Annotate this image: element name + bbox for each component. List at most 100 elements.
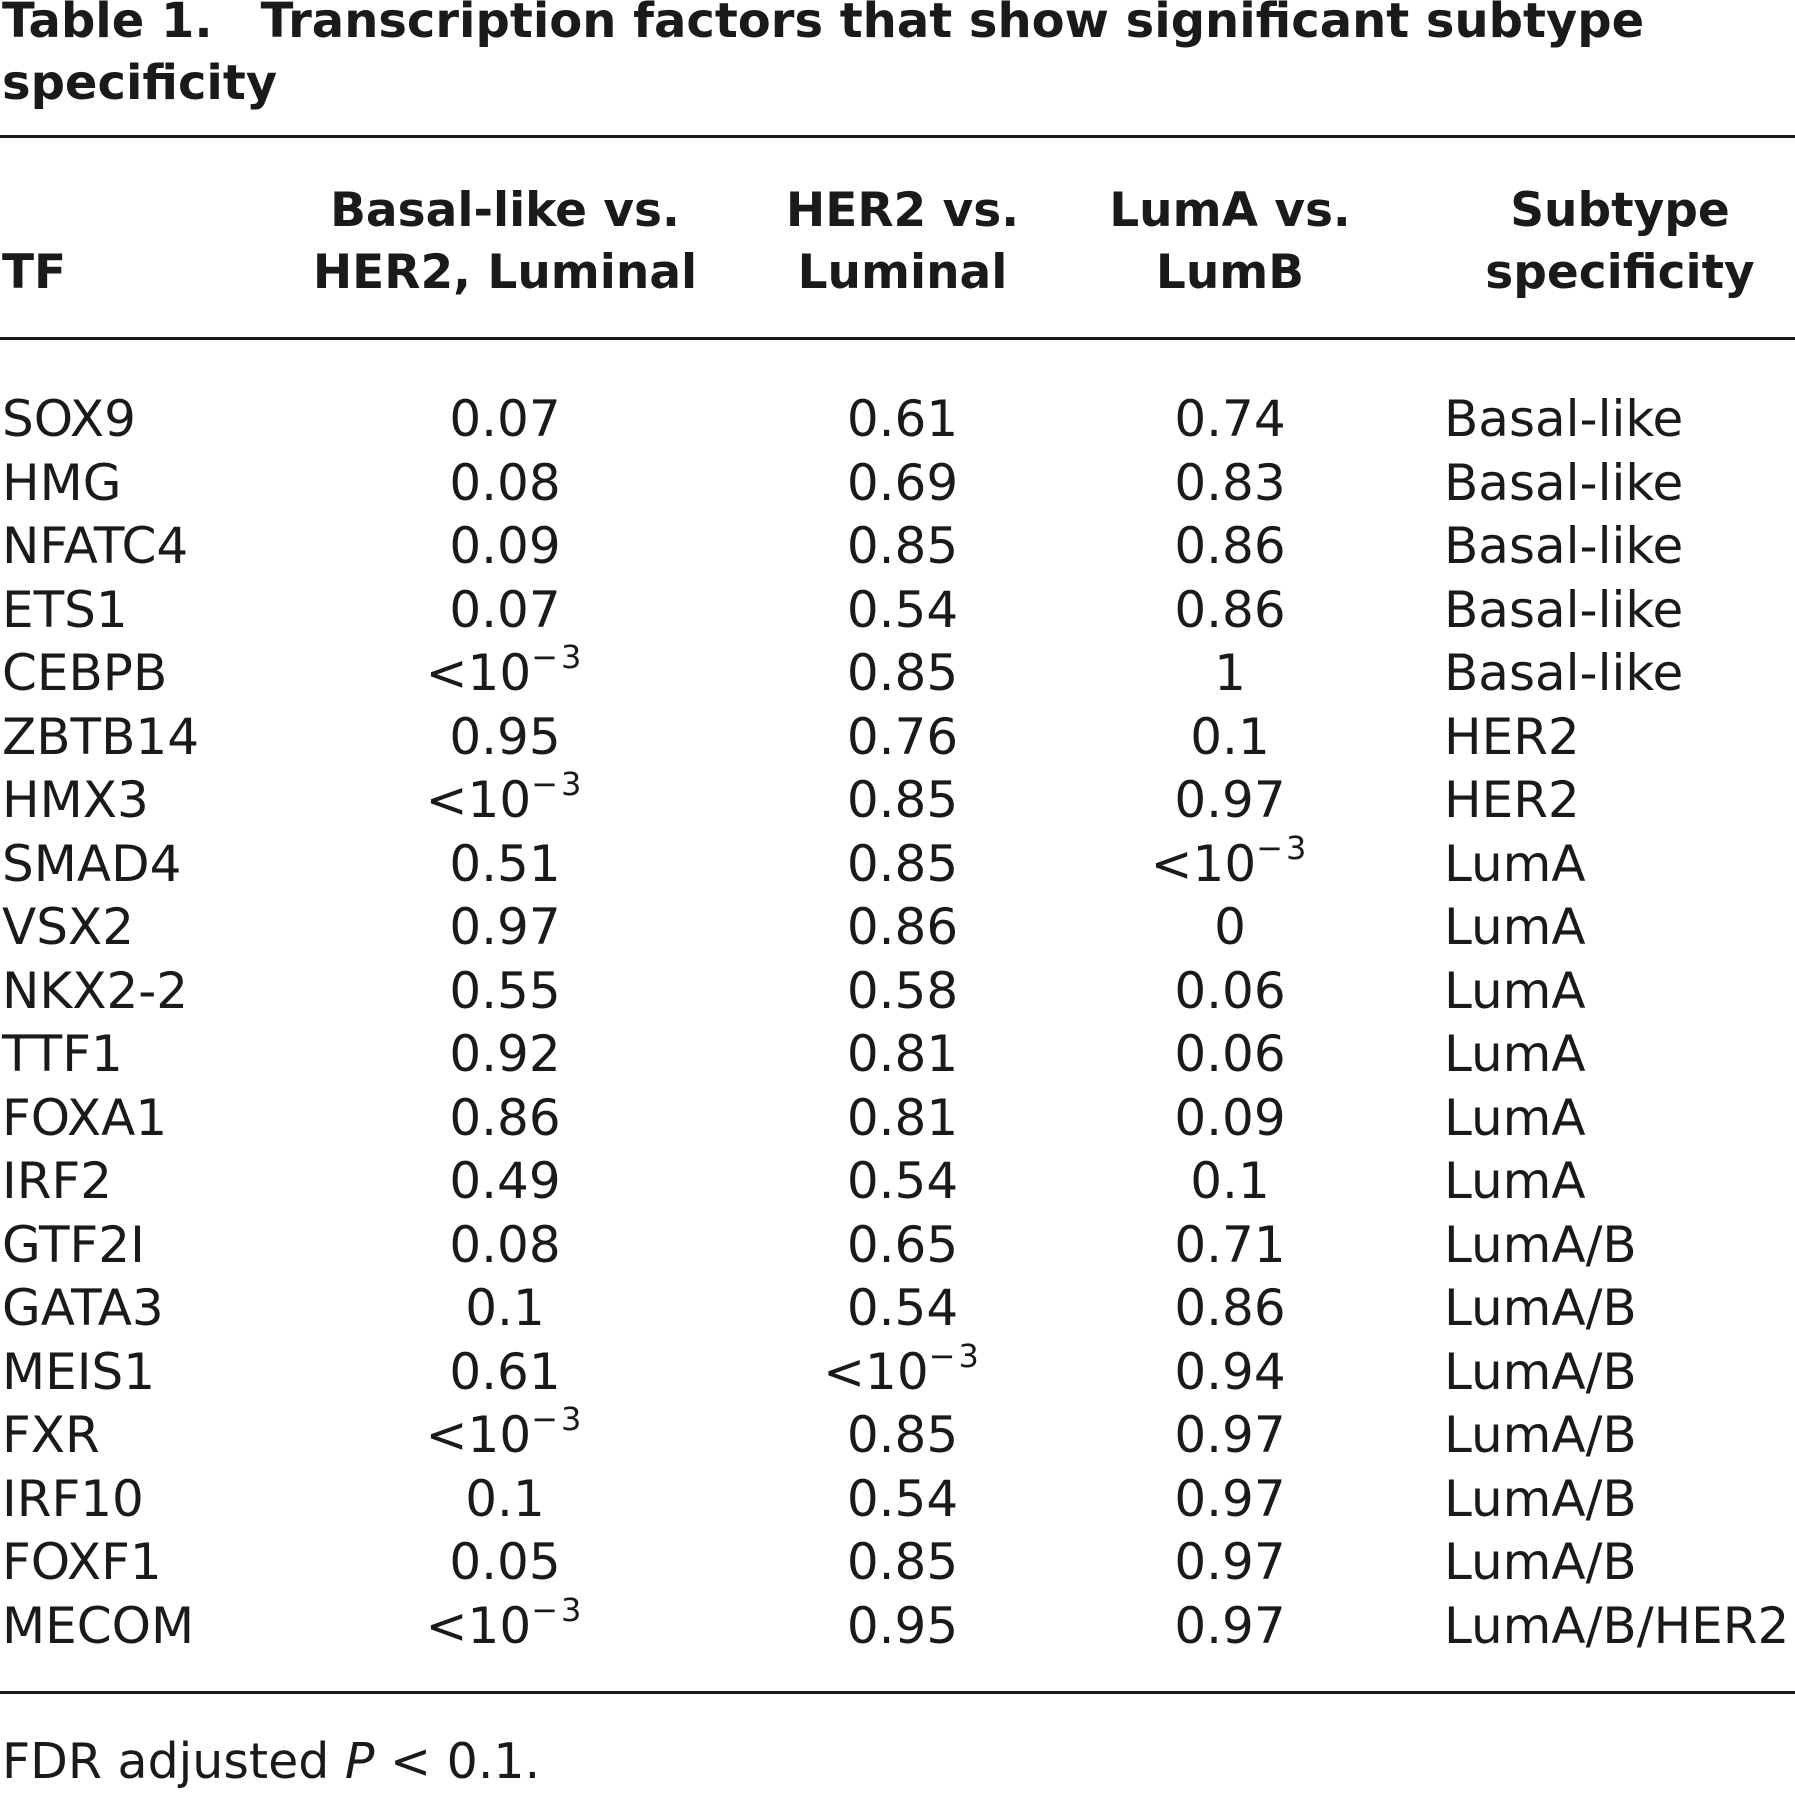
cell-c1: 0.07 bbox=[300, 388, 710, 452]
cell-value: MECOM bbox=[2, 1596, 195, 1655]
cell-tf: GATA3 bbox=[2, 1277, 164, 1341]
table-header: TF Basal-like vs. HER2, Luminal HER2 vs.… bbox=[0, 180, 1795, 310]
cell-value: GTF2I bbox=[2, 1215, 145, 1274]
table-row: TTF1 0.92 0.81 0.06 LumA bbox=[0, 1023, 1795, 1087]
cell-value: MEIS1 bbox=[2, 1342, 156, 1401]
cell-tf: VSX2 bbox=[2, 896, 134, 960]
cell-value: ETS1 bbox=[2, 580, 128, 639]
cell-c2: 0.76 bbox=[740, 706, 1065, 770]
cell-c4: LumA/B bbox=[1444, 1277, 1637, 1341]
cell-value: Basal-like bbox=[1444, 390, 1684, 448]
cell-value: 0.97 bbox=[1174, 1533, 1286, 1591]
cell-value: 0.61 bbox=[846, 390, 959, 448]
cell-value: 0 bbox=[1214, 898, 1246, 956]
cell-value: 0.09 bbox=[449, 517, 561, 575]
cell-c1: 0.1 bbox=[300, 1468, 710, 1532]
header-col1-line2: HER2, Luminal bbox=[312, 245, 698, 300]
cell-value: 0.1 bbox=[465, 1469, 545, 1528]
cell-value: 0.61 bbox=[449, 1342, 561, 1401]
cell-exponent: −3 bbox=[1256, 828, 1310, 867]
cell-c2: 0.85 bbox=[740, 833, 1065, 897]
table-row: MEIS1 0.61 <10−3 0.94 LumA/B bbox=[0, 1340, 1795, 1405]
cell-tf: NKX2-2 bbox=[2, 960, 188, 1024]
cell-exponent: −3 bbox=[928, 1336, 982, 1375]
cell-value: 0.86 bbox=[1174, 517, 1286, 575]
cell-value: LumA/B bbox=[1444, 1533, 1637, 1591]
cell-c2: 0.69 bbox=[740, 452, 1065, 516]
cell-value: 0.85 bbox=[846, 644, 959, 702]
table-row: FOXA1 0.86 0.81 0.09 LumA bbox=[0, 1087, 1795, 1151]
cell-value: 0.97 bbox=[1174, 1406, 1286, 1464]
cell-value: 0.92 bbox=[449, 1025, 561, 1083]
cell-c4: LumA/B bbox=[1444, 1531, 1637, 1595]
table-row: CEBPB <10−3 0.85 1 Basal-like bbox=[0, 641, 1795, 706]
cell-value: Basal-like bbox=[1444, 453, 1684, 512]
cell-value: 0.85 bbox=[846, 517, 959, 575]
cell-value: NFATC4 bbox=[2, 517, 189, 575]
cell-c1: <10−3 bbox=[300, 641, 710, 706]
cell-value: 0.83 bbox=[1174, 453, 1286, 512]
cell-value: LumA bbox=[1444, 1088, 1586, 1147]
cell-value: 0.97 bbox=[1174, 1596, 1286, 1655]
cell-value: 0.54 bbox=[846, 1469, 959, 1528]
cell-c2: 0.54 bbox=[740, 1150, 1065, 1214]
cell-value: 0.85 bbox=[846, 771, 959, 829]
header-col4-line2: specificity bbox=[1485, 245, 1755, 300]
cell-value: 0.97 bbox=[449, 898, 561, 956]
cell-value: 0.97 bbox=[1174, 771, 1286, 829]
cell-c3: 0.97 bbox=[1080, 1531, 1380, 1595]
cell-c3: 0.97 bbox=[1080, 1595, 1380, 1659]
cell-tf: ZBTB14 bbox=[2, 706, 199, 770]
cell-c1: 0.97 bbox=[300, 896, 710, 960]
table-row: IRF2 0.49 0.54 0.1 LumA bbox=[0, 1150, 1795, 1214]
cell-value: 1 bbox=[1214, 644, 1246, 702]
cell-c4: LumA bbox=[1444, 1087, 1586, 1151]
cell-value: 0.06 bbox=[1174, 961, 1286, 1020]
cell-c3: 0.97 bbox=[1080, 1468, 1380, 1532]
cell-c2: 0.86 bbox=[740, 896, 1065, 960]
cell-value: 0.74 bbox=[1174, 390, 1286, 448]
cell-value: HMX3 bbox=[2, 771, 149, 829]
cell-value: 0.71 bbox=[1174, 1215, 1286, 1274]
header-col1-line1: Basal-like vs. bbox=[330, 183, 680, 238]
cell-tf: SMAD4 bbox=[2, 833, 181, 897]
cell-c4: LumA/B bbox=[1444, 1404, 1637, 1468]
cell-c4: Basal-like bbox=[1444, 388, 1683, 452]
cell-value: TTF1 bbox=[2, 1025, 123, 1083]
table-row: SMAD4 0.51 0.85 <10−3 LumA bbox=[0, 832, 1795, 897]
header-col3-line1: LumA vs. bbox=[1109, 183, 1351, 238]
cell-c4: LumA bbox=[1444, 833, 1586, 897]
cell-value: CEBPB bbox=[2, 644, 168, 702]
cell-c2: 0.85 bbox=[740, 1404, 1065, 1468]
cell-value: 0.95 bbox=[449, 707, 561, 766]
footnote-text: FDR adjusted bbox=[2, 1733, 345, 1790]
table-footnote: FDR adjusted P < 0.1. bbox=[2, 1730, 540, 1794]
cell-value: Basal-like bbox=[1444, 580, 1684, 639]
cell-c2: 0.54 bbox=[740, 579, 1065, 643]
cell-value: 0.51 bbox=[449, 834, 561, 893]
cell-c1: 0.86 bbox=[300, 1087, 710, 1151]
cell-value: 0.07 bbox=[449, 390, 561, 448]
cell-value: 0.85 bbox=[846, 1406, 959, 1464]
table-label: Table 1. bbox=[2, 0, 213, 49]
cell-value: FOXF1 bbox=[2, 1533, 162, 1591]
cell-value: LumA/B bbox=[1444, 1469, 1637, 1528]
cell-value: HER2 bbox=[1444, 771, 1580, 829]
cell-value: <10 bbox=[425, 1596, 532, 1655]
cell-tf: MEIS1 bbox=[2, 1341, 155, 1405]
cell-c3: 0.94 bbox=[1080, 1341, 1380, 1405]
header-col2-line1: HER2 vs. bbox=[785, 183, 1020, 238]
table-title: Transcription factors that show signific… bbox=[2, 0, 1645, 111]
cell-value: LumA bbox=[1444, 1025, 1586, 1083]
cell-c1: 0.51 bbox=[300, 833, 710, 897]
cell-value: LumA/B/HER2 bbox=[1444, 1596, 1790, 1655]
cell-value: LumA/B bbox=[1444, 1279, 1637, 1337]
cell-c2: 0.81 bbox=[740, 1087, 1065, 1151]
cell-value: IRF2 bbox=[2, 1152, 113, 1210]
cell-tf: FOXF1 bbox=[2, 1531, 162, 1595]
cell-tf: HMG bbox=[2, 452, 121, 516]
cell-value: 0.05 bbox=[449, 1533, 561, 1591]
cell-tf: NFATC4 bbox=[2, 515, 188, 579]
cell-value: NKX2-2 bbox=[2, 961, 189, 1020]
cell-value: 0.85 bbox=[846, 834, 959, 893]
